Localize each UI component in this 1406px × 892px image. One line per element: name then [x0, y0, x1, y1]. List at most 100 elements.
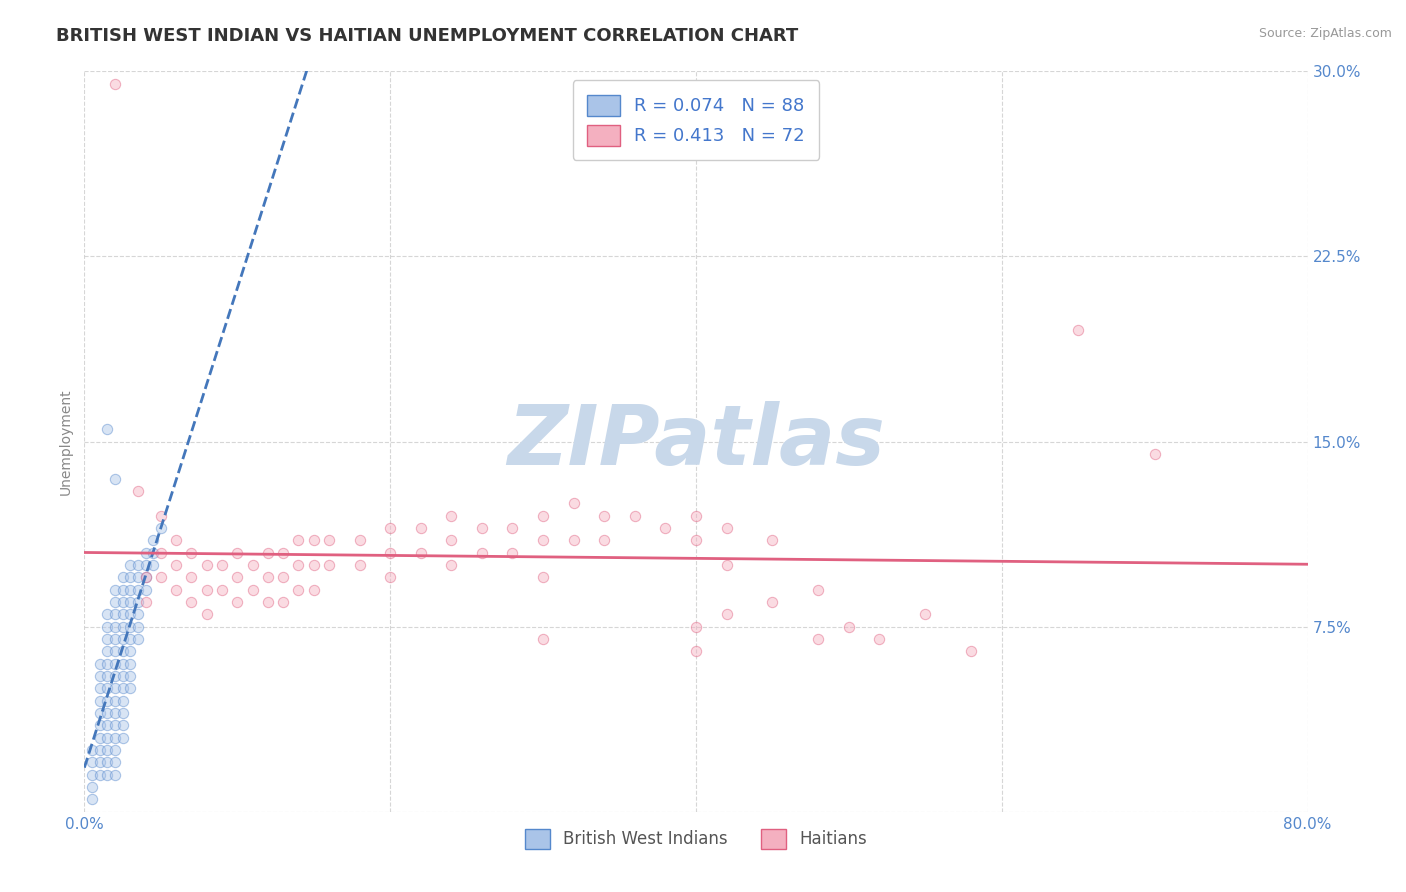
- Point: [96, 422, 118, 436]
- Point: [165, 558, 187, 572]
- Point: [96, 632, 118, 646]
- Point: [127, 595, 149, 609]
- Point: [89, 718, 111, 732]
- Point: [716, 558, 738, 572]
- Point: [271, 570, 294, 584]
- Point: [149, 546, 172, 560]
- Point: [104, 657, 127, 671]
- Point: [287, 558, 309, 572]
- Point: [349, 533, 371, 548]
- Point: [96, 743, 118, 757]
- Point: [211, 558, 233, 572]
- Point: [89, 681, 111, 696]
- Point: [761, 533, 783, 548]
- Point: [127, 570, 149, 584]
- Point: [440, 508, 463, 523]
- Point: [89, 731, 111, 745]
- Point: [531, 570, 554, 584]
- Point: [104, 681, 127, 696]
- Point: [142, 558, 165, 572]
- Point: [318, 558, 340, 572]
- Point: [104, 619, 127, 633]
- Point: [104, 632, 127, 646]
- Point: [96, 657, 118, 671]
- Point: [111, 570, 134, 584]
- Point: [120, 644, 142, 658]
- Point: [104, 731, 127, 745]
- Point: [287, 582, 309, 597]
- Point: [593, 533, 616, 548]
- Point: [89, 706, 111, 720]
- Point: [226, 546, 249, 560]
- Point: [135, 570, 157, 584]
- Point: [242, 558, 264, 572]
- Point: [211, 582, 233, 597]
- Point: [242, 582, 264, 597]
- Point: [89, 743, 111, 757]
- Point: [120, 558, 142, 572]
- Point: [135, 546, 157, 560]
- Point: [96, 731, 118, 745]
- Point: [104, 582, 127, 597]
- Point: [127, 483, 149, 498]
- Point: [104, 669, 127, 683]
- Point: [502, 521, 524, 535]
- Point: [96, 607, 118, 622]
- Point: [180, 595, 202, 609]
- Point: [562, 496, 585, 510]
- Point: [89, 657, 111, 671]
- Point: [104, 471, 127, 485]
- Point: [380, 521, 402, 535]
- Point: [914, 607, 936, 622]
- Point: [111, 595, 134, 609]
- Point: [104, 595, 127, 609]
- Point: [96, 681, 118, 696]
- Point: [685, 619, 707, 633]
- Point: [165, 533, 187, 548]
- Point: [380, 570, 402, 584]
- Point: [716, 521, 738, 535]
- Point: [104, 706, 127, 720]
- Point: [89, 694, 111, 708]
- Point: [562, 533, 585, 548]
- Point: [120, 632, 142, 646]
- Text: ZIPatlas: ZIPatlas: [508, 401, 884, 482]
- Point: [80, 780, 103, 794]
- Point: [89, 767, 111, 781]
- Point: [440, 558, 463, 572]
- Point: [104, 607, 127, 622]
- Point: [195, 582, 218, 597]
- Point: [716, 607, 738, 622]
- Point: [111, 681, 134, 696]
- Point: [104, 756, 127, 770]
- Point: [1143, 447, 1166, 461]
- Point: [96, 694, 118, 708]
- Point: [593, 508, 616, 523]
- Point: [89, 756, 111, 770]
- Point: [104, 767, 127, 781]
- Point: [96, 756, 118, 770]
- Text: BRITISH WEST INDIAN VS HAITIAN UNEMPLOYMENT CORRELATION CHART: BRITISH WEST INDIAN VS HAITIAN UNEMPLOYM…: [56, 27, 799, 45]
- Point: [120, 582, 142, 597]
- Point: [104, 743, 127, 757]
- Point: [120, 681, 142, 696]
- Point: [302, 582, 325, 597]
- Point: [685, 644, 707, 658]
- Point: [104, 718, 127, 732]
- Point: [111, 644, 134, 658]
- Point: [180, 570, 202, 584]
- Point: [195, 607, 218, 622]
- Point: [685, 533, 707, 548]
- Point: [80, 743, 103, 757]
- Point: [257, 595, 280, 609]
- Point: [1067, 324, 1090, 338]
- Point: [149, 521, 172, 535]
- Point: [195, 558, 218, 572]
- Point: [111, 582, 134, 597]
- Point: [111, 669, 134, 683]
- Point: [135, 570, 157, 584]
- Point: [165, 582, 187, 597]
- Point: [80, 767, 103, 781]
- Point: [257, 546, 280, 560]
- Point: [104, 644, 127, 658]
